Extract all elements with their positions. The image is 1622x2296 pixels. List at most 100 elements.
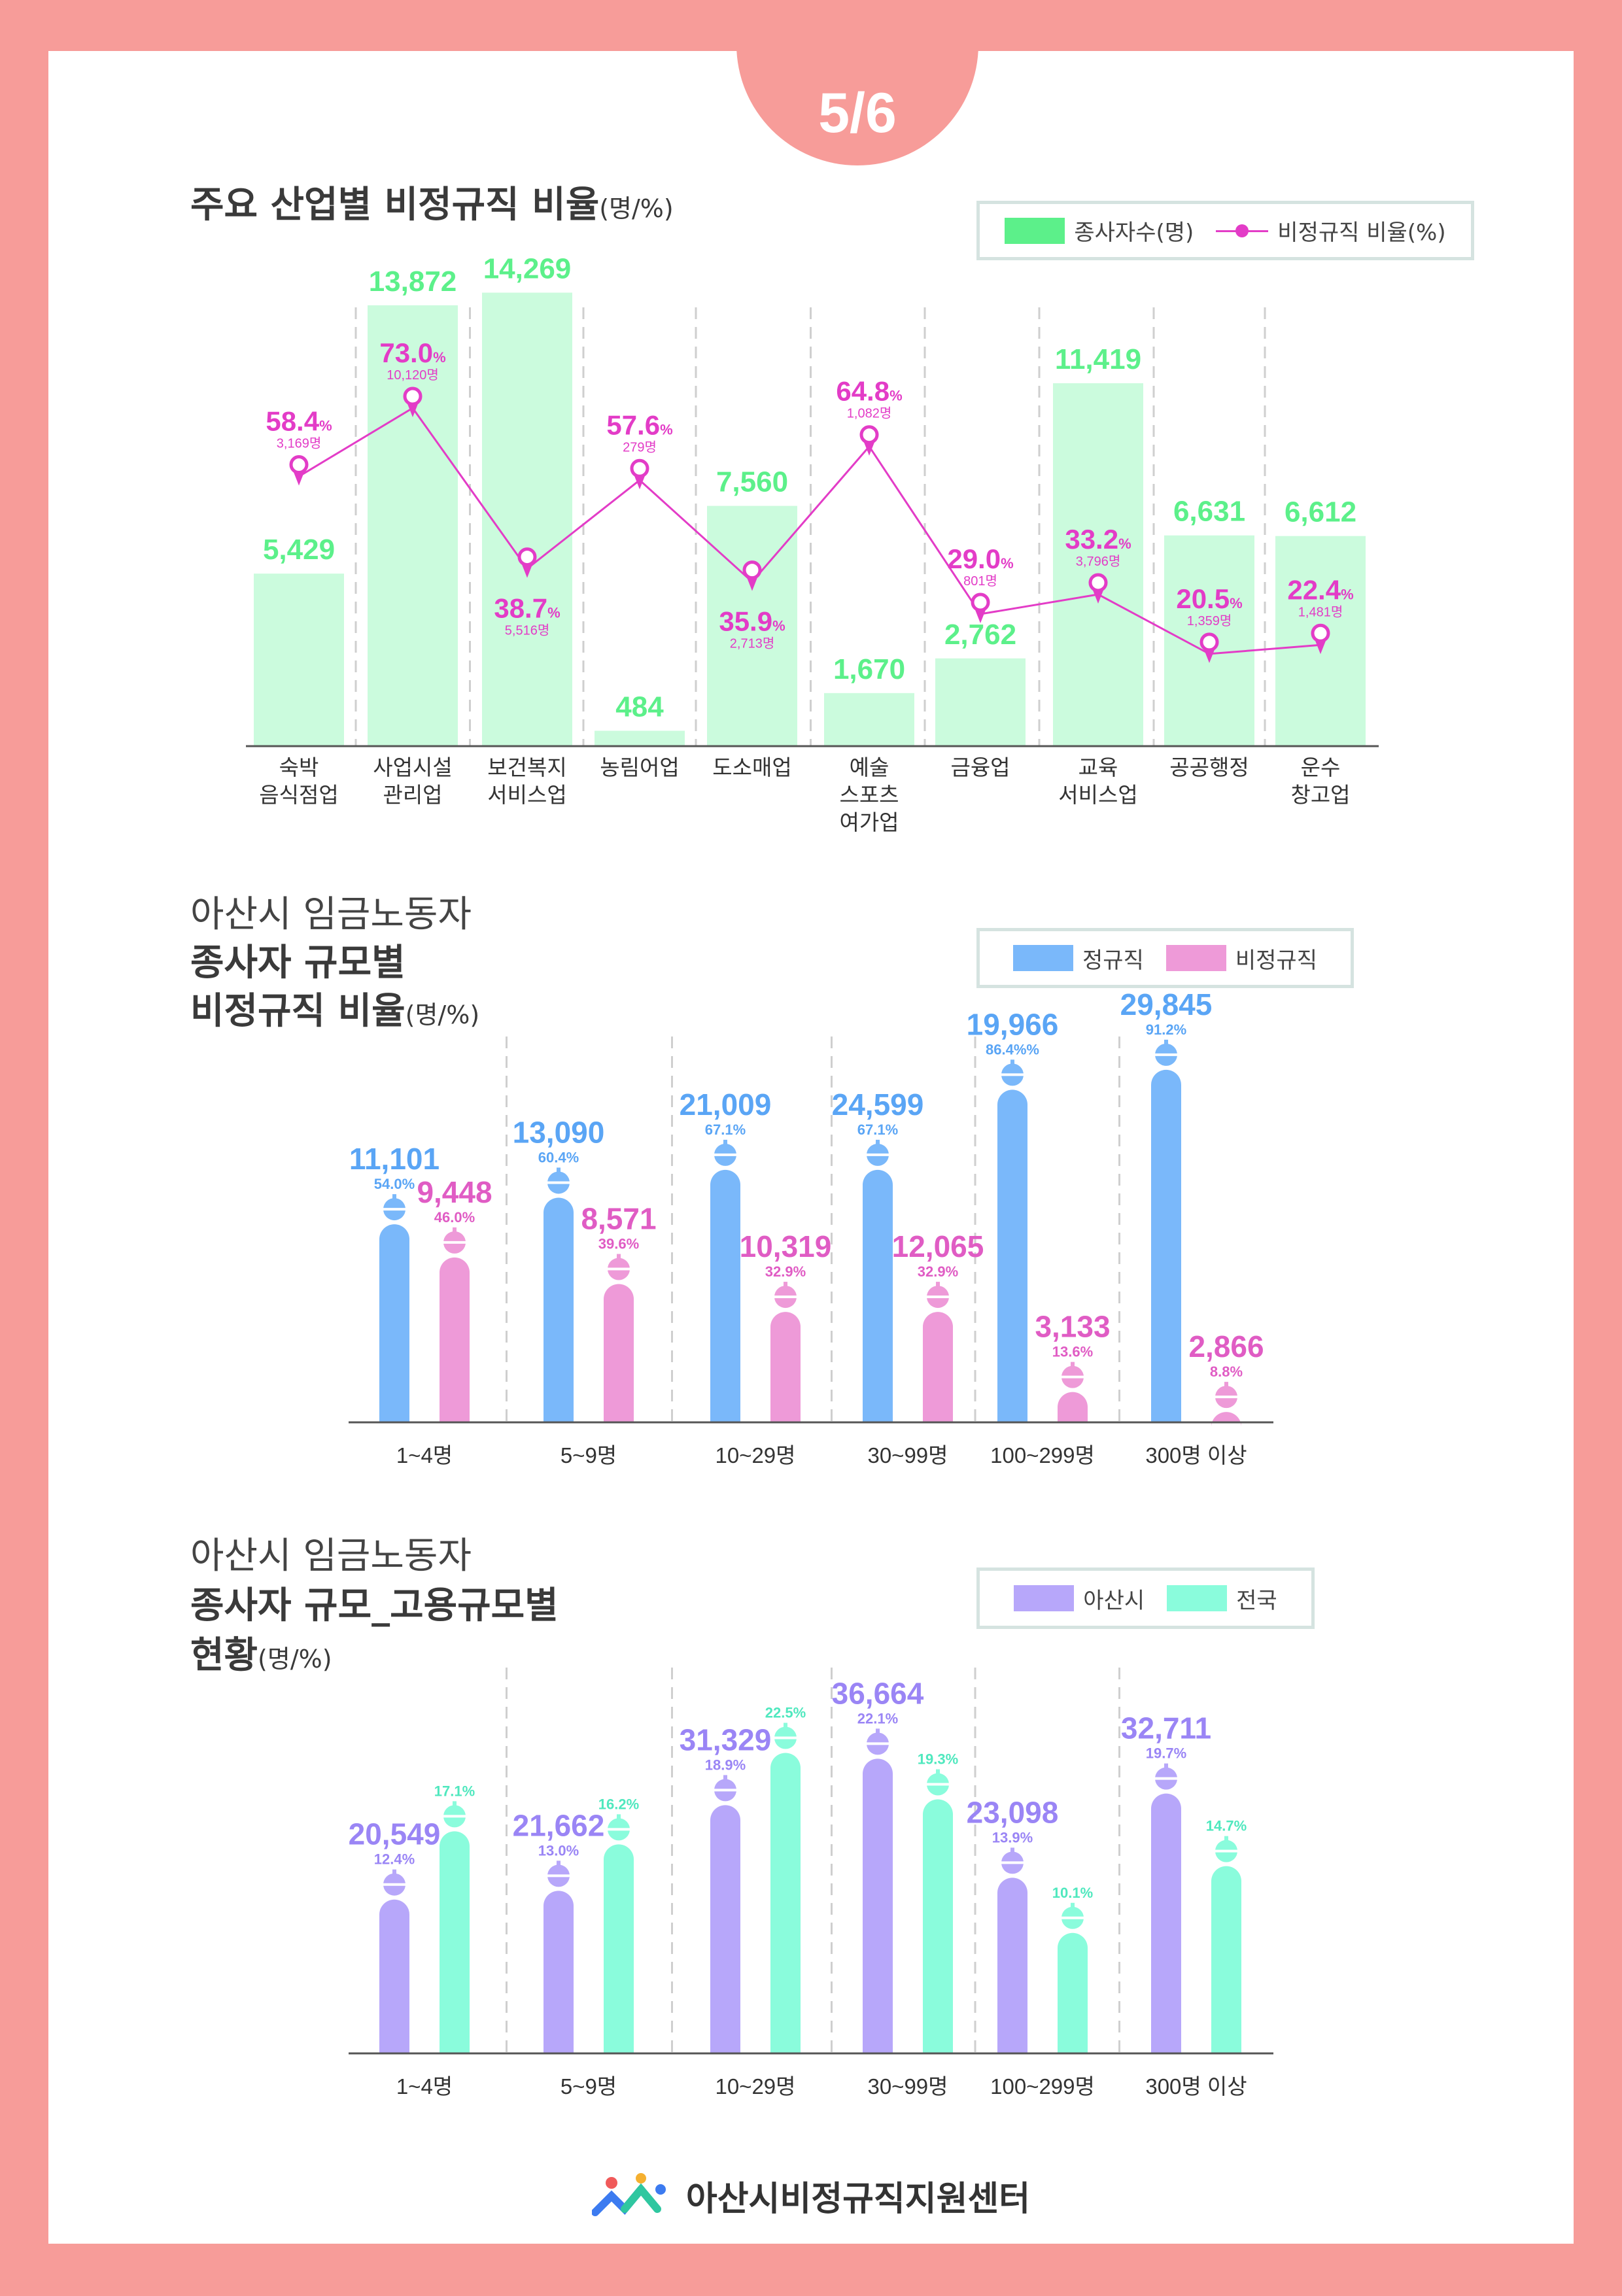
ratio-count-label: 801명 bbox=[963, 574, 997, 589]
category-label: 금융업 bbox=[950, 755, 1010, 780]
value-label: 31,329 bbox=[680, 1722, 772, 1756]
chart2-b-person-helmet-top bbox=[617, 1254, 621, 1259]
legend-label: 비정규직 bbox=[1235, 947, 1317, 974]
chart3-b-person-helmet-top bbox=[936, 1769, 940, 1775]
ratio-value-label: 58.4% bbox=[266, 406, 332, 437]
value-label: 19,966 bbox=[967, 1007, 1059, 1041]
percent-label: 16.2% bbox=[598, 1796, 639, 1812]
pin-marker-dot bbox=[1199, 632, 1219, 652]
chart2-b-person-helmet-top bbox=[453, 1227, 457, 1233]
ratio-count-label: 3,796명 bbox=[1076, 554, 1120, 569]
percent-label: 13.6% bbox=[1052, 1344, 1093, 1360]
category-label: 교육 bbox=[1078, 755, 1118, 780]
section1-unit: (명/%) bbox=[599, 194, 674, 223]
percent-label: 67.1% bbox=[857, 1122, 898, 1138]
category-label: 공공행정 bbox=[1169, 755, 1249, 780]
legend-swatch-bar bbox=[1005, 217, 1065, 244]
chart3-b-person-body bbox=[923, 1799, 953, 2053]
chart2-a-person-helmet-top bbox=[723, 1139, 727, 1145]
bar-value-label: 2,762 bbox=[944, 619, 1016, 651]
chart3-b-person-helmet-top bbox=[453, 1801, 457, 1807]
percent-label: 18.9% bbox=[705, 1756, 746, 1773]
bar-value-label: 6,612 bbox=[1285, 496, 1356, 528]
legend-swatch bbox=[1165, 945, 1226, 971]
chart2-b-person-body bbox=[1211, 1412, 1241, 1428]
chart2-b-person-helmet-top bbox=[1071, 1362, 1075, 1367]
legend-item-nonregular: 비정규직 bbox=[1165, 942, 1317, 974]
value-label: 13,090 bbox=[513, 1115, 605, 1149]
pin-marker-dot bbox=[630, 458, 649, 478]
category-label: 예술 bbox=[850, 755, 889, 780]
category-label: 숙박 bbox=[279, 755, 319, 780]
pin-marker-dot bbox=[859, 425, 879, 445]
chart3-b-person-body bbox=[1058, 1932, 1088, 2053]
legend-item-asan: 아산시 bbox=[1014, 1583, 1145, 1615]
bar-employees bbox=[482, 292, 572, 746]
chart3-a-person-body bbox=[544, 1891, 574, 2053]
bar-value-label: 1,670 bbox=[833, 653, 905, 685]
percent-label: 91.2% bbox=[1146, 1021, 1186, 1038]
chart3-b-person-helmet-top bbox=[1224, 1836, 1228, 1842]
value-label: 11,101 bbox=[349, 1142, 440, 1176]
pin-marker-dot bbox=[517, 547, 537, 567]
category-label: 스포츠 bbox=[839, 783, 899, 807]
percent-label: 46.0% bbox=[434, 1209, 475, 1225]
category-label: 300명 이상 bbox=[1145, 2074, 1247, 2099]
chart3-b-person-helmet-top bbox=[617, 1814, 621, 1820]
bar-value-label: 6,631 bbox=[1173, 496, 1245, 528]
chart2-b-person-helmet-top bbox=[936, 1282, 940, 1288]
legend-label: 정규직 bbox=[1082, 947, 1144, 974]
category-label: 30~99명 bbox=[867, 1443, 948, 1467]
bar-employees bbox=[824, 693, 914, 746]
value-label: 12,065 bbox=[892, 1229, 984, 1263]
category-label: 1~4명 bbox=[396, 2074, 453, 2099]
percent-label: 13.9% bbox=[992, 1829, 1033, 1845]
bar-value-label: 484 bbox=[615, 691, 664, 723]
org-logo-icon bbox=[591, 2172, 666, 2216]
chart2-b-person-body bbox=[770, 1312, 801, 1422]
section2-title: 아산시 임금노동자 종사자 규모별 비정규직 비율(명/%) bbox=[190, 891, 479, 1044]
ratio-count-label: 10,120명 bbox=[387, 368, 439, 383]
pin-marker-dot bbox=[289, 455, 309, 475]
legend-swatch-line bbox=[1216, 218, 1269, 244]
section3-title-line2: 종사자 규모_고용규모별 bbox=[190, 1585, 559, 1627]
chart3-b-person-body bbox=[1211, 1866, 1241, 2053]
percent-label: 14.7% bbox=[1206, 1818, 1247, 1834]
section2-title-line2: 종사자 규모별 bbox=[190, 942, 406, 984]
chart3-a-person-helmet-top bbox=[723, 1775, 727, 1781]
legend-label: 아산시 bbox=[1083, 1587, 1145, 1614]
chart2-b-person-body bbox=[923, 1312, 953, 1422]
chart2-a-person-body bbox=[863, 1169, 893, 1422]
percent-suffix: % bbox=[1230, 595, 1243, 611]
value-label: 9,448 bbox=[417, 1175, 492, 1209]
percent-suffix: % bbox=[889, 388, 903, 404]
ratio-count-label: 1,481명 bbox=[1298, 604, 1343, 619]
legend-label: 종사자수(명) bbox=[1074, 220, 1194, 246]
percent-suffix: % bbox=[547, 605, 561, 621]
section2-title-line3: 비정규직 비율 bbox=[190, 990, 406, 1033]
category-label: 보건복지 bbox=[487, 755, 566, 780]
percent-label: 54.0% bbox=[374, 1176, 415, 1192]
footer: 아산시비정규직지원센터 bbox=[0, 2171, 1622, 2220]
category-label: 농림어업 bbox=[600, 755, 679, 780]
section3-legend: 아산시 전국 bbox=[976, 1568, 1315, 1629]
chart2-a-person-helmet-top bbox=[1010, 1059, 1014, 1065]
value-label: 21,009 bbox=[680, 1088, 772, 1122]
legend-swatch bbox=[1014, 1585, 1075, 1611]
value-label: 29,845 bbox=[1120, 987, 1213, 1021]
percent-label: 10.1% bbox=[1052, 1885, 1093, 1901]
chart3-a-person-helmet-top bbox=[392, 1869, 396, 1875]
legend-item-employees: 종사자수(명) bbox=[1005, 214, 1194, 247]
category-label: 10~29명 bbox=[715, 1443, 795, 1467]
chart3-a-person-body bbox=[379, 1899, 409, 2053]
chart2-b-person-body bbox=[1058, 1392, 1088, 1422]
chart3-a-person-body bbox=[710, 1805, 740, 2053]
bar-value-label: 14,269 bbox=[483, 253, 572, 285]
section2-unit: (명/%) bbox=[405, 1001, 480, 1029]
pin-marker-dot bbox=[1088, 573, 1108, 592]
value-label: 3,133 bbox=[1035, 1310, 1110, 1344]
chart3-a-person-body bbox=[997, 1877, 1027, 2053]
value-label: 10,319 bbox=[740, 1229, 832, 1263]
bar-employees bbox=[1053, 383, 1143, 746]
